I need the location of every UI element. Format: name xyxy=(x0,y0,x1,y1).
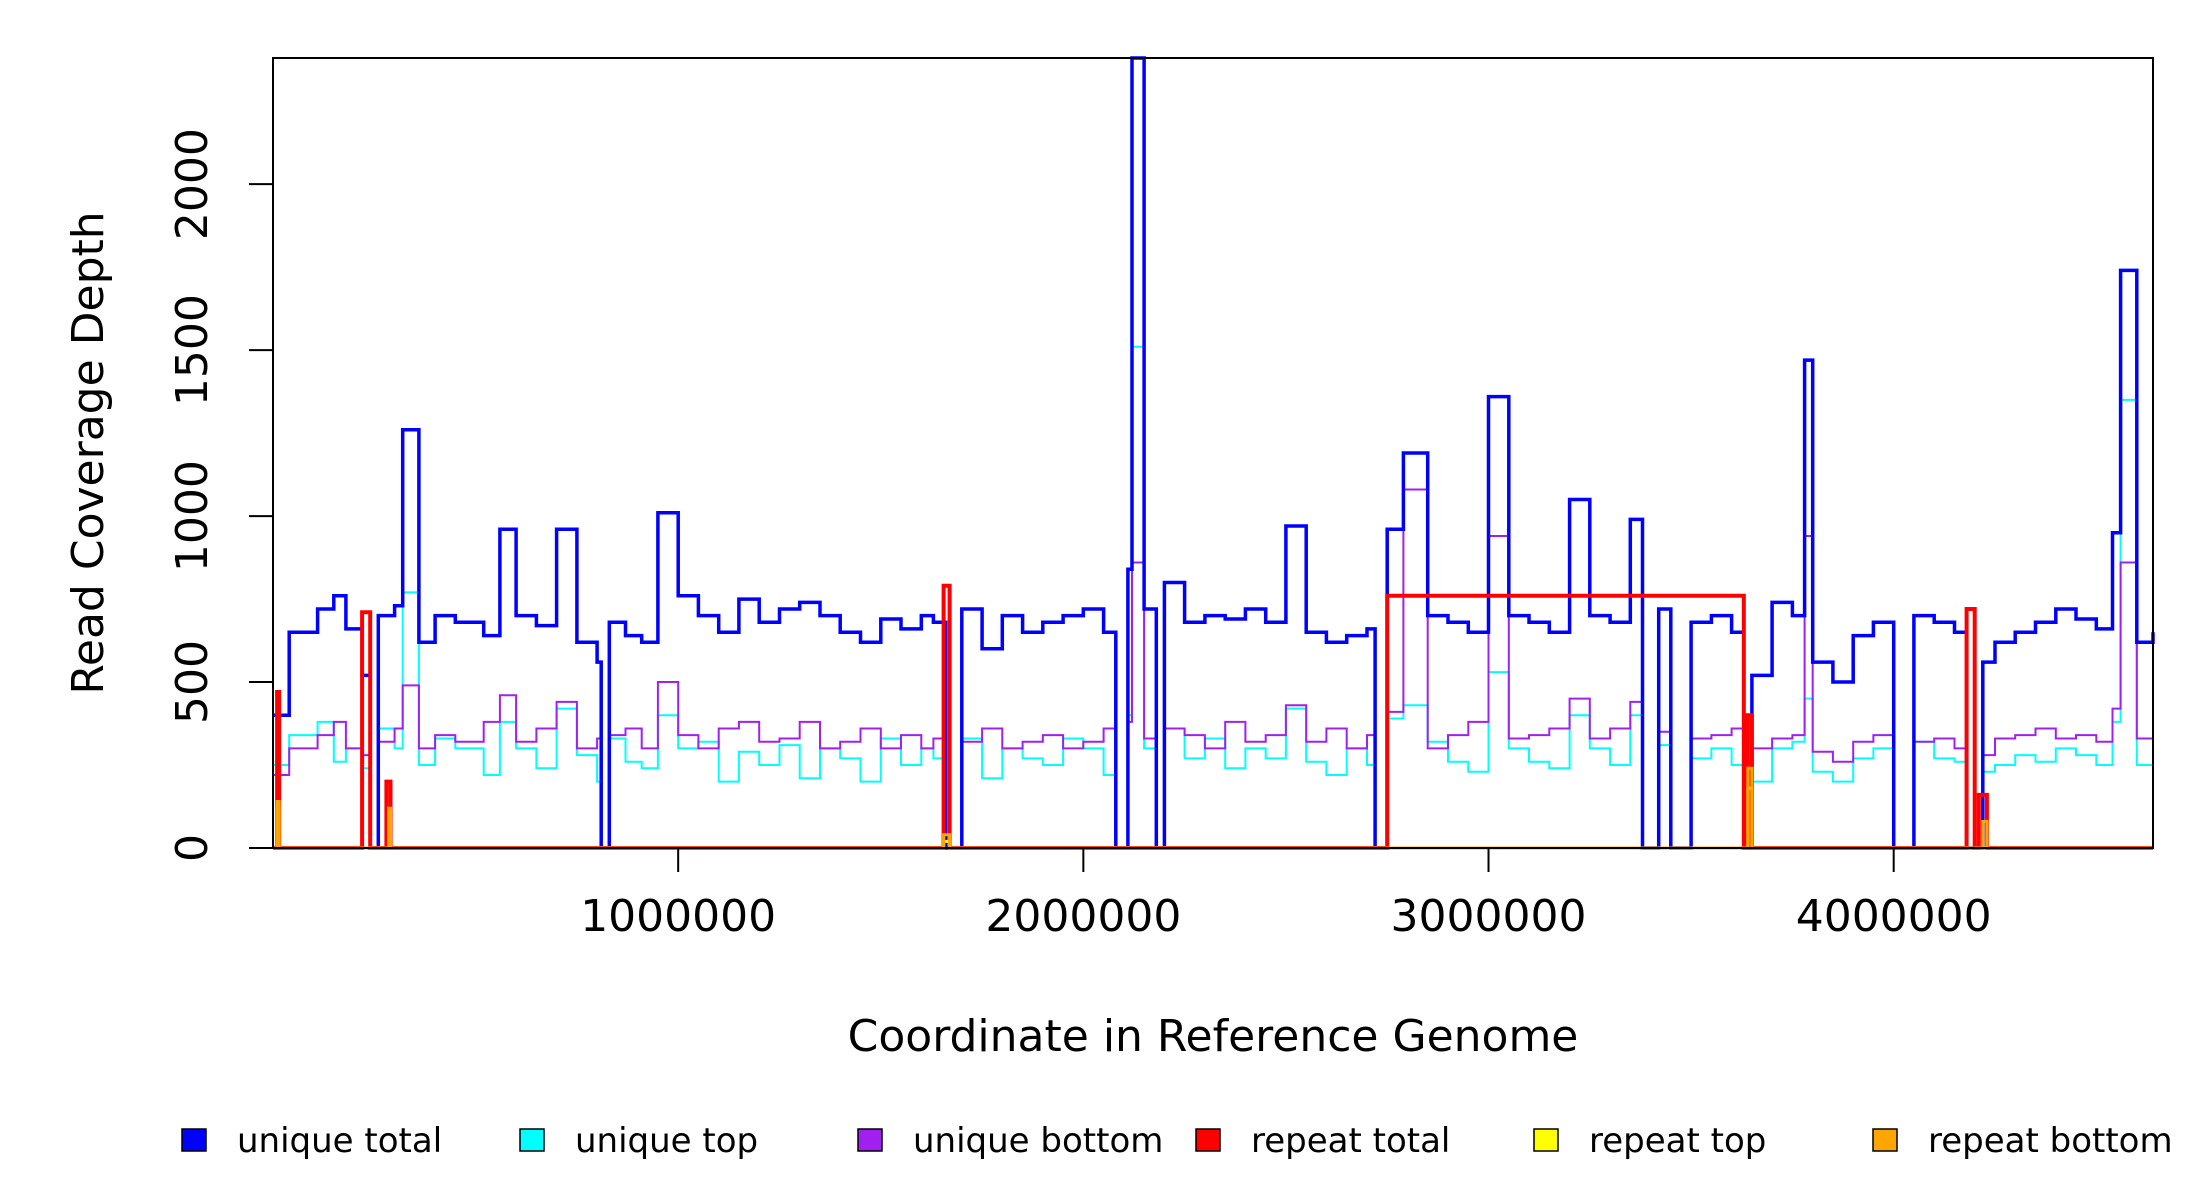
x-axis-title: Coordinate in Reference Genome xyxy=(848,1011,1579,1062)
legend-swatch xyxy=(519,1128,545,1152)
x-tick-label: 4000000 xyxy=(1796,891,1992,942)
legend-swatch xyxy=(181,1128,207,1152)
series-line-unique-total xyxy=(273,56,2155,850)
series-line-unique-bottom xyxy=(273,488,2154,849)
legend-swatch xyxy=(857,1128,883,1152)
legend-label: repeat total xyxy=(1251,1121,1450,1161)
y-tick-label: 2000 xyxy=(167,128,218,240)
legend: unique total unique top unique bottom repea… xyxy=(181,1121,2173,1161)
legend-label: repeat top xyxy=(1589,1121,1766,1161)
y-tick-label: 1500 xyxy=(167,294,218,406)
legend-label: unique bottom xyxy=(913,1121,1163,1161)
legend-swatch xyxy=(1872,1128,1898,1152)
legend-swatch xyxy=(1533,1128,1559,1152)
plot-frame xyxy=(272,57,2154,849)
legend-label: repeat bottom xyxy=(1928,1121,2173,1161)
y-axis-title: Read Coverage Depth xyxy=(63,211,114,694)
legend-swatch xyxy=(1195,1128,1221,1152)
x-tick-label: 1000000 xyxy=(580,891,776,942)
x-axis: 1000000 2000000 3000000 4000000 xyxy=(580,848,1992,942)
series-line-unique-top xyxy=(273,345,2154,849)
legend-label: unique total xyxy=(237,1121,442,1161)
y-tick-label: 1000 xyxy=(167,460,218,572)
legend-label: unique top xyxy=(575,1121,758,1161)
y-axis: 0 500 1000 1500 2000 xyxy=(167,128,273,862)
x-tick-label: 3000000 xyxy=(1391,891,1587,942)
y-tick-label: 0 xyxy=(167,834,218,862)
y-tick-label: 500 xyxy=(167,640,218,724)
x-tick-label: 2000000 xyxy=(985,891,1181,942)
